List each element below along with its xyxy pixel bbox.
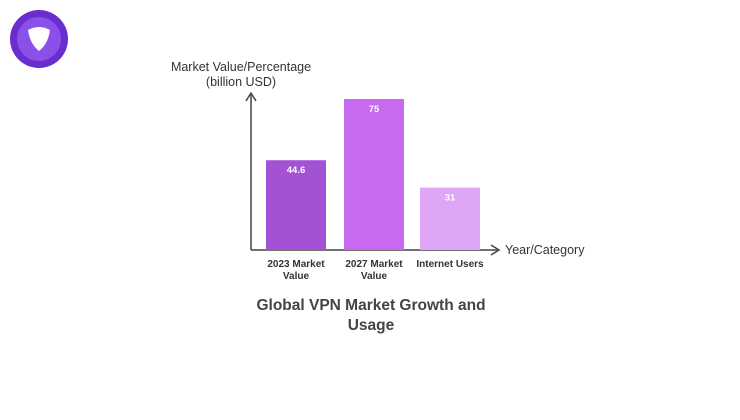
bar: [344, 99, 404, 251]
bar: [420, 187, 480, 250]
logo: [10, 10, 68, 68]
chart-title: Global VPN Market Growth and Usage: [256, 297, 486, 334]
x-tick-label: Internet Users: [416, 259, 484, 270]
x-axis-label: Year/Category: [505, 243, 585, 257]
x-axis-arrow: [490, 244, 501, 256]
value-label: 75: [369, 104, 380, 115]
bar: [266, 160, 326, 250]
y-axis-arrow: [245, 91, 257, 102]
y-axis-label: Market Value/Percentage (billion USD): [170, 60, 312, 89]
value-label: 44.6: [287, 165, 306, 176]
x-tick-label: 2027 Market Value: [345, 259, 403, 282]
x-tick-label: 2023 Market Value: [267, 259, 325, 282]
value-label: 31: [445, 193, 456, 204]
